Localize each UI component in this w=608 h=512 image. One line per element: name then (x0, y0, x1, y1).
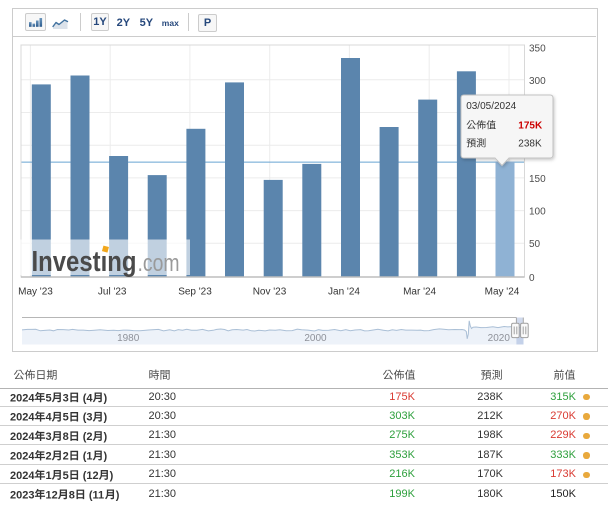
svg-text:1: 1 (45, 470, 51, 482)
svg-text:100: 100 (529, 207, 546, 218)
svg-text:12: 12 (45, 489, 57, 501)
svg-text:4: 4 (45, 412, 52, 424)
svg-text:1980: 1980 (117, 333, 140, 344)
svg-text:Jul '23: Jul '23 (98, 287, 127, 298)
svg-text:(1: (1 (83, 450, 93, 462)
svg-text:2020: 2020 (488, 333, 511, 344)
svg-text:5: 5 (45, 392, 51, 404)
svg-text:Jan '24: Jan '24 (328, 287, 360, 298)
svg-text:2024: 2024 (10, 431, 35, 443)
svg-text:Investıng: Investıng (32, 246, 137, 278)
svg-text:Nov '23: Nov '23 (253, 287, 287, 298)
svg-text:03/05/2024: 03/05/2024 (466, 101, 516, 112)
svg-text:(2: (2 (83, 431, 93, 443)
svg-text:): ) (104, 431, 108, 443)
svg-text:): ) (104, 412, 108, 424)
svg-text:238K: 238K (518, 139, 542, 150)
svg-text:): ) (104, 450, 108, 462)
svg-text:2000: 2000 (304, 333, 327, 344)
svg-text:Mar '24: Mar '24 (403, 287, 436, 298)
svg-text:2024: 2024 (10, 392, 35, 404)
svg-text:(4: (4 (83, 392, 94, 404)
svg-text:2023: 2023 (10, 489, 34, 501)
svg-text:): ) (104, 392, 108, 404)
svg-text:Sep '23: Sep '23 (178, 287, 212, 298)
svg-text:2024: 2024 (10, 450, 35, 462)
svg-text:350: 350 (529, 44, 546, 55)
svg-text:300: 300 (529, 76, 546, 87)
svg-text:(3: (3 (83, 412, 93, 424)
svg-text:2024: 2024 (10, 412, 35, 424)
svg-text:3: 3 (63, 392, 69, 404)
svg-text:3: 3 (45, 431, 51, 443)
svg-text:150: 150 (529, 174, 546, 185)
svg-text:): ) (110, 470, 114, 482)
svg-text:.com: .com (138, 250, 180, 277)
svg-text:(11: (11 (89, 489, 104, 501)
svg-text:(12: (12 (83, 470, 99, 482)
svg-text:8: 8 (63, 431, 69, 443)
svg-text:2: 2 (45, 450, 51, 462)
svg-text:0: 0 (529, 273, 535, 284)
svg-text:2024: 2024 (10, 470, 35, 482)
svg-text:5: 5 (63, 470, 69, 482)
svg-text:): ) (116, 489, 120, 501)
svg-text:175K: 175K (518, 121, 543, 132)
svg-text:May '24: May '24 (485, 287, 520, 298)
svg-text:50: 50 (529, 239, 541, 250)
svg-text:5: 5 (63, 412, 69, 424)
svg-text:May '23: May '23 (18, 287, 53, 298)
svg-text:2: 2 (63, 450, 69, 462)
svg-text:8: 8 (69, 489, 75, 501)
